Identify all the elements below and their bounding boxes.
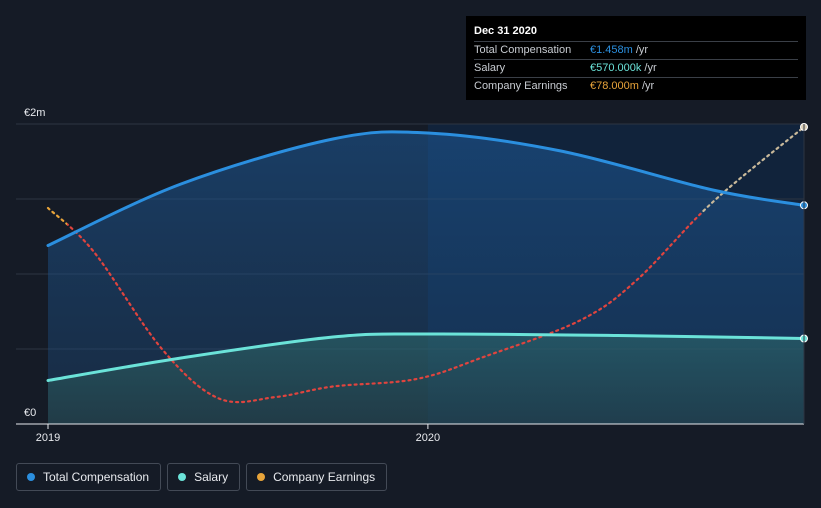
legend-item-company-earnings[interactable]: Company Earnings xyxy=(246,463,388,491)
tooltip-unit: /yr xyxy=(644,62,657,74)
chart-legend: Total Compensation Salary Company Earnin… xyxy=(16,463,388,491)
data-tooltip: Dec 31 2020 Total Compensation €1.458m /… xyxy=(466,16,806,100)
legend-label: Salary xyxy=(194,470,229,484)
tooltip-value: €1.458m xyxy=(590,44,633,56)
legend-item-total-compensation[interactable]: Total Compensation xyxy=(16,463,162,491)
tooltip-row-total-compensation: Total Compensation €1.458m /yr xyxy=(474,41,798,59)
x-tick-label: 2019 xyxy=(36,432,60,444)
tooltip-value: €78.000m xyxy=(590,80,639,92)
series-line-salary xyxy=(46,332,806,382)
tooltip-label: Company Earnings xyxy=(474,80,568,92)
y-tick-label: €2m xyxy=(24,107,45,119)
legend-dot-icon xyxy=(178,473,187,481)
tooltip-unit: /yr xyxy=(635,44,649,56)
tooltip-label: Total Compensation xyxy=(474,44,572,56)
tooltip-row-salary: Salary €570.000k /yr xyxy=(474,59,798,77)
legend-label: Total Compensation xyxy=(43,470,150,484)
legend-dot-icon xyxy=(27,473,35,481)
tooltip-row-company-earnings: Company Earnings €78.000m /yr xyxy=(474,77,798,95)
y-tick-label: €0 xyxy=(24,407,36,419)
legend-label: Company Earnings xyxy=(273,470,376,484)
legend-item-salary[interactable]: Salary xyxy=(167,463,241,491)
tooltip-value: €570.000k xyxy=(590,62,642,74)
legend-dot-icon xyxy=(257,473,266,481)
series-line-total-compensation xyxy=(46,130,806,247)
tooltip-title: Dec 31 2020 xyxy=(474,25,537,37)
tooltip-unit: /yr xyxy=(641,80,655,92)
series-line-company-earnings xyxy=(66,211,702,404)
x-tick-label: 2020 xyxy=(416,432,440,444)
tooltip-label: Salary xyxy=(474,62,506,74)
